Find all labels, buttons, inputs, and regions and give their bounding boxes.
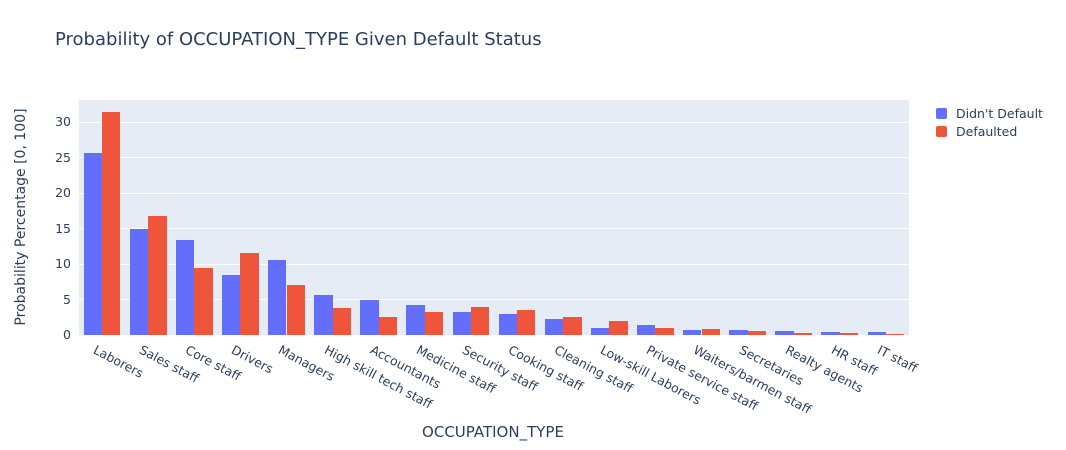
bar[interactable] bbox=[452, 311, 471, 335]
bar[interactable] bbox=[240, 253, 259, 335]
bar[interactable] bbox=[129, 229, 149, 335]
y-tick-label: 25 bbox=[55, 149, 71, 165]
bar[interactable] bbox=[636, 325, 656, 335]
gridline bbox=[79, 121, 909, 123]
bar[interactable] bbox=[221, 274, 241, 335]
x-axis-title: OCCUPATION_TYPE bbox=[422, 423, 564, 441]
x-tick-label: Laborers bbox=[91, 342, 147, 381]
gridline bbox=[79, 334, 909, 336]
y-tick-label: 15 bbox=[55, 220, 71, 236]
bar[interactable] bbox=[867, 331, 886, 335]
bar[interactable] bbox=[655, 327, 674, 335]
bar[interactable] bbox=[839, 333, 859, 335]
y-axis-title: Probability Percentage [0, 100] bbox=[13, 108, 29, 326]
y-tick-label: 20 bbox=[55, 185, 71, 200]
gridline bbox=[79, 299, 909, 300]
bar[interactable] bbox=[83, 153, 103, 335]
bar[interactable] bbox=[314, 295, 333, 335]
bar[interactable] bbox=[821, 331, 840, 335]
bar[interactable] bbox=[729, 329, 748, 335]
bar[interactable] bbox=[517, 310, 536, 335]
bar[interactable] bbox=[683, 330, 702, 335]
bar[interactable] bbox=[286, 284, 305, 335]
legend-swatch-red bbox=[936, 125, 947, 137]
bar[interactable] bbox=[332, 308, 352, 335]
bar[interactable] bbox=[194, 267, 213, 335]
legend-label: Didn't Default bbox=[956, 105, 1043, 121]
legend-swatch-blue bbox=[936, 107, 947, 119]
bar[interactable] bbox=[590, 327, 610, 335]
legend-label: Defaulted bbox=[956, 123, 1018, 139]
bar[interactable] bbox=[102, 112, 121, 335]
bar[interactable] bbox=[268, 260, 287, 335]
bar[interactable] bbox=[498, 314, 518, 335]
bar[interactable] bbox=[148, 216, 167, 335]
plot-area[interactable] bbox=[79, 100, 909, 336]
legend-item-defaulted[interactable]: Defaulted bbox=[936, 122, 1043, 140]
bar[interactable] bbox=[609, 320, 628, 335]
chart-title: Probability of OCCUPATION_TYPE Given Def… bbox=[55, 29, 542, 50]
legend: Didn't Default Defaulted bbox=[936, 104, 1043, 140]
bar[interactable] bbox=[360, 300, 379, 335]
x-tick-label: IT staff bbox=[874, 342, 920, 376]
gridline bbox=[79, 192, 909, 194]
bar[interactable] bbox=[701, 328, 720, 335]
bar[interactable] bbox=[424, 312, 444, 335]
bar[interactable] bbox=[470, 307, 490, 335]
bar[interactable] bbox=[563, 317, 582, 335]
bar[interactable] bbox=[775, 331, 794, 335]
bar[interactable] bbox=[378, 316, 398, 335]
y-tick-label: 0 bbox=[63, 327, 71, 342]
y-tick-label: 30 bbox=[55, 114, 71, 129]
bar[interactable] bbox=[885, 333, 905, 335]
bar[interactable] bbox=[544, 319, 564, 335]
gridline bbox=[79, 263, 909, 265]
gridline bbox=[79, 228, 909, 229]
bar[interactable] bbox=[747, 331, 767, 335]
y-tick-label: 10 bbox=[55, 256, 71, 271]
y-tick-label: 5 bbox=[63, 291, 71, 307]
gridline bbox=[79, 157, 909, 158]
bar[interactable] bbox=[175, 239, 195, 335]
bar[interactable] bbox=[793, 332, 813, 335]
legend-item-didnt-default[interactable]: Didn't Default bbox=[936, 104, 1043, 122]
bar[interactable] bbox=[406, 305, 425, 335]
